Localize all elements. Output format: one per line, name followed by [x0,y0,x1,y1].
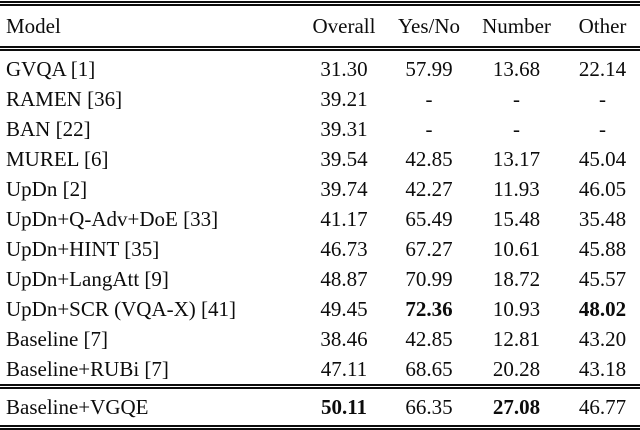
number-cell: 13.17 [492,146,541,171]
table-row-highlighted: Baseline+VGQE 50.11 66.35 27.08 46.77 [0,384,640,425]
other-cell: 35.48 [578,206,627,231]
overall-cell: 50.11 [298,384,390,425]
table-footer: Baseline+VGQE 50.11 66.35 27.08 46.77 [0,384,640,425]
table-body: GVQA [1] 31.30 57.99 13.68 22.14 RAMEN [… [0,49,640,387]
overall-cell: 31.30 [320,56,368,81]
column-header-overall: Overall [298,6,390,51]
overall-cell: 39.21 [320,86,368,111]
other-cell: 45.04 [578,146,627,171]
column-header-model: Model [0,6,298,51]
table-row: GVQA [1] 31.30 57.99 13.68 22.14 [0,49,640,85]
yesno-cell: 57.99 [405,56,453,81]
table-row: Baseline [7] 38.46 42.85 12.81 43.20 [0,324,640,354]
overall-cell: 39.74 [320,176,368,201]
header-row: Model Overall Yes/No Number Other [0,6,640,51]
yesno-cell: 66.35 [390,384,468,425]
table-row: UpDn [2] 39.74 42.27 11.93 46.05 [0,174,640,204]
other-cell: 45.57 [578,266,627,291]
model-cell: MUREL [6] [6,146,109,171]
overall-cell: 47.11 [320,356,368,381]
yesno-cell: 65.49 [405,206,453,231]
other-cell: 22.14 [578,56,627,81]
yesno-cell: 68.65 [405,356,453,381]
yesno-cell: 42.27 [405,176,453,201]
table-row: RAMEN [36] 39.21 - - - [0,84,640,114]
number-cell: 10.61 [492,236,541,261]
model-cell: GVQA [1] [6,56,96,81]
model-cell: UpDn [2] [6,176,88,201]
yesno-cell: - [425,86,433,111]
other-cell: 43.18 [578,356,627,381]
model-cell: Baseline [7] [6,326,109,351]
number-cell: 11.93 [493,176,540,201]
number-cell: - [513,86,520,111]
other-cell: - [599,116,606,141]
table-header: Model Overall Yes/No Number Other [0,6,640,51]
yesno-cell: 70.99 [405,266,453,291]
number-cell: 15.48 [492,206,541,231]
number-cell: 10.93 [492,296,541,321]
table-row: UpDn+LangAtt [9] 48.87 70.99 18.72 45.57 [0,264,640,294]
overall-cell: 46.73 [320,236,368,261]
other-cell: 48.02 [578,296,627,321]
other-cell: 43.20 [578,326,627,351]
table-row: UpDn+HINT [35] 46.73 67.27 10.61 45.88 [0,234,640,264]
overall-cell: 39.54 [320,146,368,171]
model-cell: UpDn+HINT [35] [6,236,160,261]
number-cell: 20.28 [492,356,541,381]
model-cell: RAMEN [36] [6,86,123,111]
overall-cell: 38.46 [320,326,368,351]
yesno-cell: 72.36 [405,296,453,321]
model-cell: Baseline+VGQE [0,384,298,425]
model-cell: UpDn+SCR (VQA-X) [41] [6,296,236,321]
model-cell: Baseline+RUBi [7] [6,356,169,381]
table-row: UpDn+SCR (VQA-X) [41] 49.45 72.36 10.93 … [0,294,640,324]
table-row: Baseline+RUBi [7] 47.11 68.65 20.28 43.1… [0,354,640,387]
overall-cell: 39.31 [320,116,368,141]
overall-cell: 41.17 [320,206,368,231]
number-cell: - [513,116,520,141]
number-cell: 13.68 [492,56,541,81]
number-cell: 18.72 [492,266,541,291]
yesno-cell: 42.85 [405,146,453,171]
other-cell: - [599,86,606,111]
other-cell: 46.77 [565,384,640,425]
model-cell: UpDn+LangAtt [9] [6,266,169,291]
results-table: Model Overall Yes/No Number Other GVQA [… [0,6,640,425]
overall-cell: 49.45 [320,296,368,321]
yesno-cell: 67.27 [405,236,453,261]
table-row: MUREL [6] 39.54 42.85 13.17 45.04 [0,144,640,174]
column-header-yesno: Yes/No [390,6,468,51]
table-row: BAN [22] 39.31 - - - [0,114,640,144]
table-row: UpDn+Q-Adv+DoE [33] 41.17 65.49 15.48 35… [0,204,640,234]
number-cell: 27.08 [468,384,565,425]
other-cell: 46.05 [578,176,627,201]
column-header-number: Number [468,6,565,51]
number-cell: 12.81 [492,326,541,351]
overall-cell: 48.87 [320,266,368,291]
model-cell: BAN [22] [6,116,91,141]
yesno-cell: - [425,116,433,141]
column-header-other: Other [565,6,640,51]
yesno-cell: 42.85 [405,326,453,351]
model-cell: UpDn+Q-Adv+DoE [33] [6,206,219,231]
other-cell: 45.88 [578,236,627,261]
